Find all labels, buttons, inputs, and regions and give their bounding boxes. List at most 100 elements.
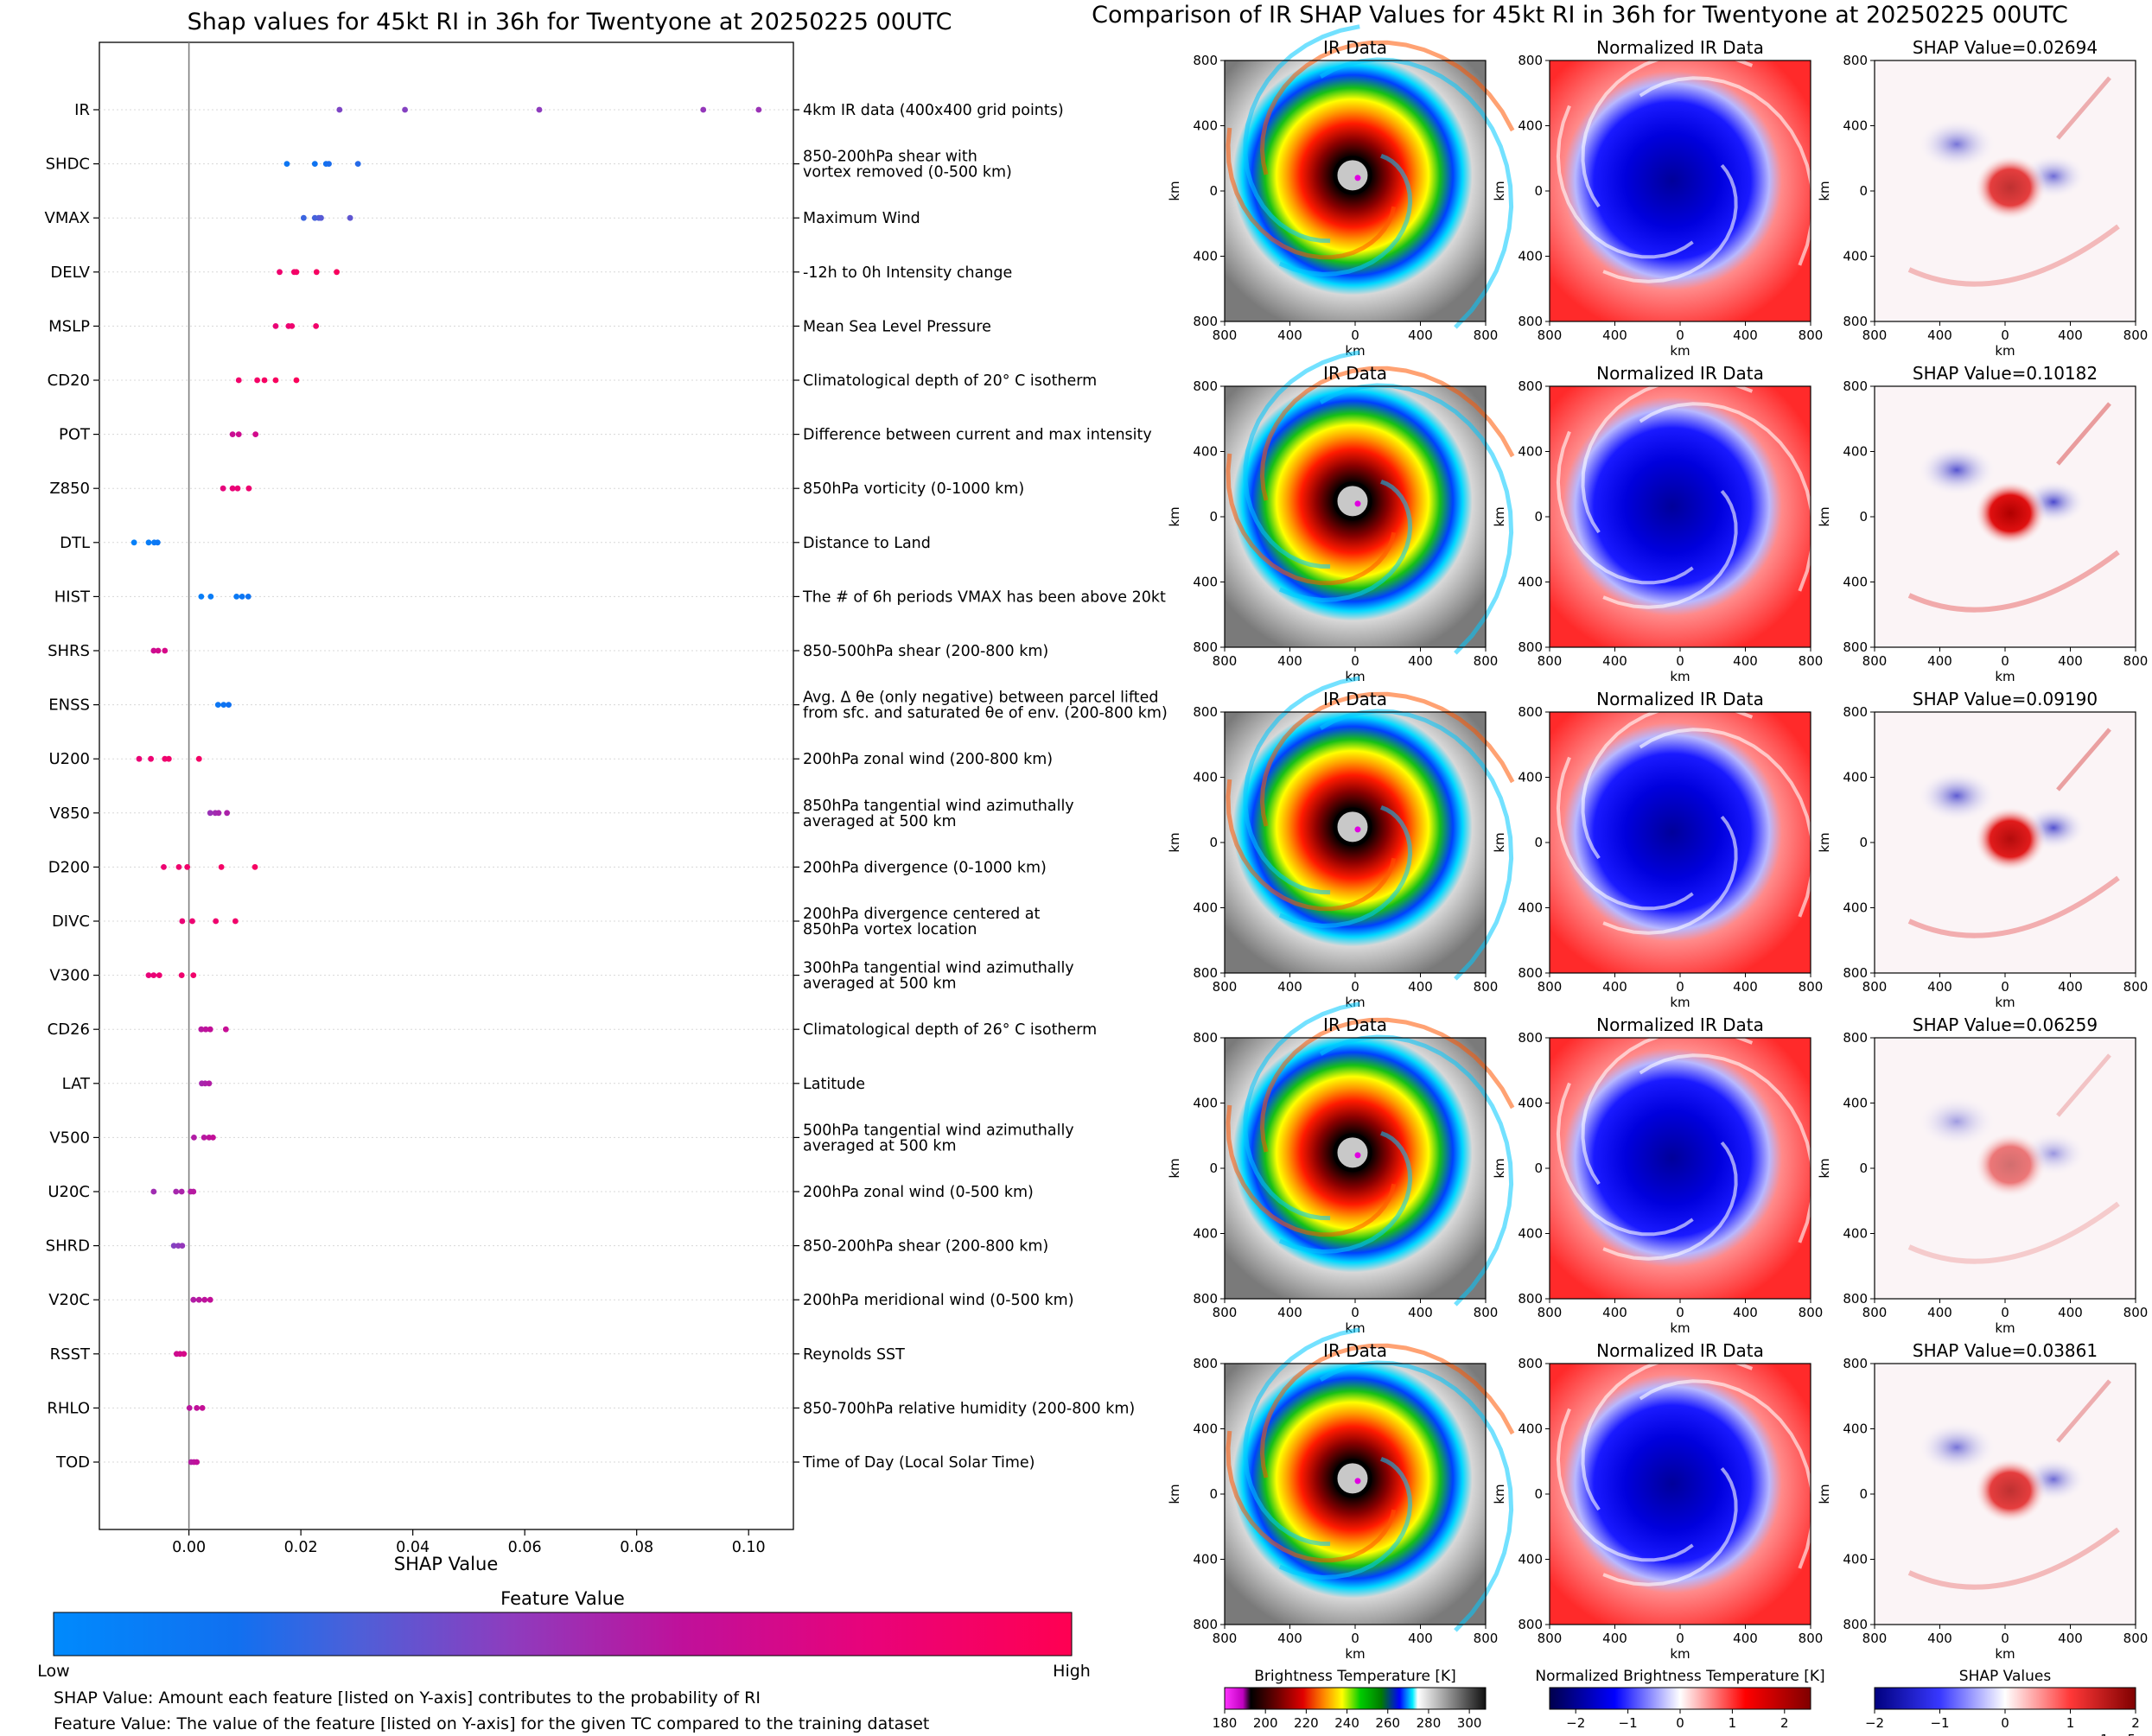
- feature-description-label: 850-200hPa shear with: [803, 149, 977, 166]
- shap-point: [190, 1296, 197, 1303]
- colorbar-tick-label: 2: [1780, 1715, 1789, 1731]
- x-tick-label: 400: [2058, 327, 2083, 343]
- positive-core: [1974, 480, 2047, 546]
- shap-point: [277, 269, 283, 276]
- shap-point: [206, 1080, 213, 1087]
- band-edge: [1639, 1053, 1815, 1243]
- x-tick-label: 800: [2123, 1631, 2149, 1646]
- rainband: [1278, 804, 1413, 928]
- x-tick-label: 800: [1538, 327, 1563, 343]
- x-tick-label: 0: [1351, 327, 1359, 343]
- y-tick-label: 0: [1534, 1486, 1543, 1502]
- rainband: [1243, 1327, 1360, 1547]
- negative-region: [1917, 769, 1997, 822]
- positive-band: [1907, 550, 2120, 613]
- band-edge: [1639, 402, 1815, 592]
- feature-description-label: 200hPa zonal wind (0-500 km): [803, 1184, 1034, 1201]
- y-axis-label: km: [1492, 832, 1507, 852]
- y-tick-label: 0: [1859, 835, 1868, 850]
- y-tick-label: 800: [1518, 1291, 1543, 1307]
- shap-point: [186, 1405, 193, 1411]
- shap-point: [354, 161, 361, 168]
- y-tick-label: 800: [1193, 639, 1218, 655]
- negative-region: [1917, 118, 1997, 170]
- x-tick-label: 0: [1676, 979, 1684, 995]
- y-tick-label: 800: [1518, 1356, 1543, 1371]
- colorbar-low-label: Low: [37, 1662, 69, 1681]
- x-tick-label: 800: [1213, 1305, 1238, 1320]
- image-panel: 80080040040000400400800800kmkmNormalized…: [1492, 37, 1823, 359]
- x-tick-label: 400: [2058, 979, 2083, 995]
- band-edge: [1581, 377, 1754, 534]
- negative-region: [1917, 1095, 1997, 1148]
- shap-point: [173, 1188, 180, 1195]
- colorbar-tick-label: −2: [1865, 1715, 1884, 1731]
- x-tick-label: 800: [1474, 1305, 1499, 1320]
- shap-point: [251, 864, 258, 870]
- y-tick-label: 400: [1518, 770, 1543, 785]
- x-tick-label: 400: [1733, 979, 1758, 995]
- feature-description-label: 500hPa tangential wind azimuthally: [803, 1122, 1074, 1139]
- y-axis-label: km: [1492, 506, 1507, 526]
- rainband: [1278, 1130, 1413, 1254]
- y-tick-label: 800: [1518, 53, 1543, 68]
- x-axis-label: km: [1995, 1320, 2015, 1336]
- y-tick-label: 400: [1518, 575, 1543, 590]
- right-chart-title: Comparison of IR SHAP Values for 45kt RI…: [1092, 2, 2068, 29]
- y-axis-label: km: [1817, 181, 1832, 200]
- y-tick-label: 0: [1534, 835, 1543, 850]
- shap-point: [222, 1026, 229, 1033]
- x-tick-label: 800: [2123, 327, 2149, 343]
- rainband: [1243, 350, 1360, 569]
- x-tick-label: 400: [1602, 327, 1627, 343]
- y-tick-label: 800: [1193, 1617, 1218, 1632]
- y-tick-label: 0: [1209, 1486, 1218, 1502]
- y-axis-label: km: [1817, 1484, 1832, 1504]
- y-axis-label: km: [1492, 1158, 1507, 1178]
- positive-band: [1907, 875, 2120, 938]
- y-tick-label: 0: [1859, 509, 1868, 525]
- positive-core: [1974, 1457, 2047, 1523]
- feature-description-label: 850-500hPa shear (200-800 km): [803, 643, 1048, 660]
- rainband: [1278, 1456, 1413, 1580]
- x-axis-label: km: [1995, 1646, 2015, 1662]
- feature-description-label: 200hPa meridional wind (0-500 km): [803, 1292, 1074, 1309]
- x-tick-label: 800: [2123, 979, 2149, 995]
- y-tick-label: 0: [1534, 1161, 1543, 1176]
- y-tick-label: 0: [1209, 1161, 1218, 1176]
- x-tick-label: 400: [1602, 653, 1627, 669]
- feature-code-label: HIST: [54, 588, 91, 606]
- positive-band: [1907, 1527, 2120, 1590]
- shap-point: [289, 323, 296, 329]
- x-tick-label: 800: [1474, 653, 1499, 669]
- x-axis-label: km: [1345, 1646, 1365, 1662]
- panel-title: Normalized IR Data: [1596, 363, 1764, 384]
- feature-colorbar-title: Feature Value: [500, 1588, 625, 1609]
- band-edge: [1556, 756, 1694, 911]
- x-tick-label: 0: [2001, 979, 2009, 995]
- x-tick-label: 400: [2058, 1305, 2083, 1320]
- shap-point: [245, 594, 251, 600]
- y-tick-label: 800: [1193, 378, 1218, 394]
- x-axis-label: km: [1670, 1320, 1690, 1336]
- shap-point: [220, 702, 227, 708]
- shap-point: [198, 594, 205, 600]
- y-axis-label: km: [1817, 506, 1832, 526]
- shap-point: [229, 485, 236, 492]
- colorbar-tick-label: 1: [2066, 1715, 2075, 1731]
- y-tick-label: 800: [1843, 378, 1868, 394]
- band-edge: [1581, 703, 1754, 860]
- shap-point: [201, 1296, 208, 1303]
- feature-code-label: D200: [48, 858, 90, 876]
- shap-point: [181, 1351, 188, 1358]
- colorbar-tick-label: −2: [1566, 1715, 1585, 1731]
- panel-title: Normalized IR Data: [1596, 1014, 1764, 1035]
- shap-point: [155, 647, 162, 654]
- shap-point: [232, 918, 239, 925]
- feature-code-label: V500: [49, 1129, 90, 1147]
- band-edge: [1639, 728, 1815, 918]
